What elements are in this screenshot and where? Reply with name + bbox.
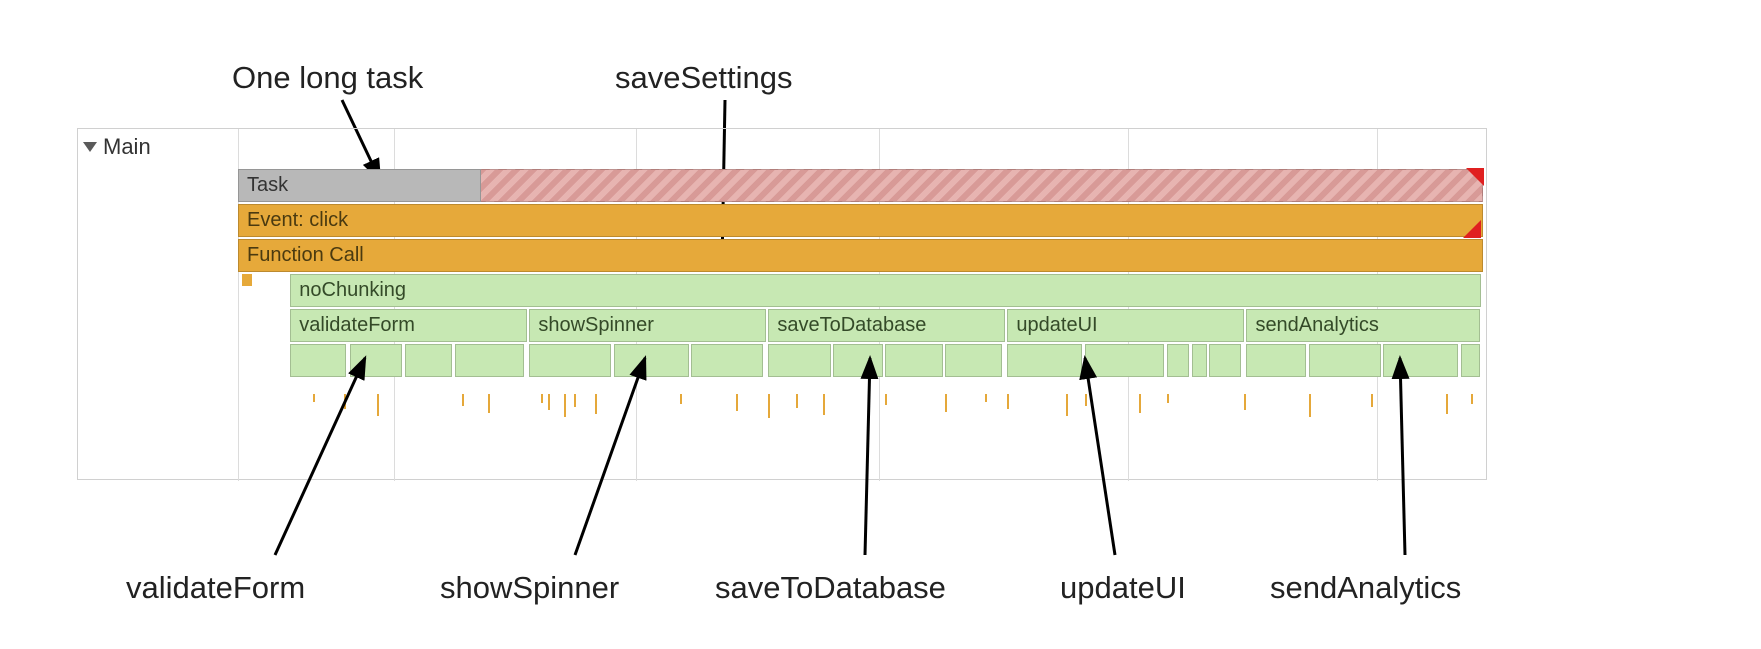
- activity-tick: [595, 394, 597, 414]
- profiler-panel: Main Task Event: click: [77, 128, 1487, 480]
- nochunking-bar[interactable]: noChunking: [290, 274, 1480, 307]
- row-function-call: Function Call: [238, 239, 1483, 272]
- activity-tick: [377, 394, 379, 416]
- annotation-label: updateUI: [1060, 570, 1186, 606]
- activity-tick: [1066, 394, 1068, 416]
- call-label: validateForm: [299, 314, 415, 337]
- activity-tick: [1371, 394, 1373, 407]
- subcall-bar[interactable]: [1246, 344, 1306, 377]
- annotation-label: One long task: [232, 60, 423, 96]
- row-nochunking: noChunking: [238, 274, 1483, 307]
- annotation-label: sendAnalytics: [1270, 570, 1461, 606]
- subcall-bar[interactable]: [1192, 344, 1207, 377]
- panel-title: Main: [103, 134, 151, 160]
- function-call-bar[interactable]: Function Call: [238, 239, 1483, 272]
- subcall-bar[interactable]: [614, 344, 689, 377]
- activity-tick: [488, 394, 490, 413]
- activity-tick: [1139, 394, 1141, 413]
- call-label: sendAnalytics: [1255, 314, 1378, 337]
- subcall-bar[interactable]: [1383, 344, 1458, 377]
- activity-tick: [462, 394, 464, 406]
- call-label: updateUI: [1016, 314, 1097, 337]
- activity-tick: [823, 394, 825, 415]
- event-warning-icon: [1463, 220, 1481, 238]
- call-bar-sendAnalytics[interactable]: sendAnalytics: [1246, 309, 1480, 342]
- call-bar-validateForm[interactable]: validateForm: [290, 309, 527, 342]
- subcall-bar[interactable]: [1209, 344, 1241, 377]
- subcall-bar[interactable]: [1167, 344, 1189, 377]
- subcall-bar[interactable]: [529, 344, 611, 377]
- activity-tick: [548, 394, 550, 410]
- subcall-bar[interactable]: [290, 344, 346, 377]
- subcall-bar[interactable]: [1007, 344, 1082, 377]
- call-bar-saveToDatabase[interactable]: saveToDatabase: [768, 309, 1005, 342]
- annotation-label: saveSettings: [615, 60, 793, 96]
- subcall-bar[interactable]: [405, 344, 452, 377]
- activity-tick: [1007, 394, 1009, 409]
- subcall-bar[interactable]: [1309, 344, 1381, 377]
- activity-tick: [985, 394, 987, 402]
- subcall-bar[interactable]: [455, 344, 525, 377]
- annotation-label: showSpinner: [440, 570, 619, 606]
- call-bar-showSpinner[interactable]: showSpinner: [529, 309, 766, 342]
- call-bar-updateUI[interactable]: updateUI: [1007, 309, 1244, 342]
- activity-tick: [680, 394, 682, 404]
- function-call-label: Function Call: [247, 244, 364, 267]
- activity-tick: [736, 394, 738, 411]
- activity-tick: [344, 394, 346, 409]
- subcall-bar[interactable]: [885, 344, 942, 377]
- call-label: saveToDatabase: [777, 314, 926, 337]
- activity-tick: [313, 394, 315, 402]
- panel-header[interactable]: Main: [83, 134, 151, 160]
- activity-tick: [768, 394, 770, 418]
- subcall-bar[interactable]: [1461, 344, 1481, 377]
- row-calls: validateForm showSpinner saveToDatabase upd…: [238, 309, 1483, 342]
- row-event: Event: click: [238, 204, 1483, 237]
- subcall-bar[interactable]: [350, 344, 402, 377]
- subcall-bar[interactable]: [768, 344, 830, 377]
- subcall-bar[interactable]: [1085, 344, 1165, 377]
- subcall-bar[interactable]: [691, 344, 763, 377]
- flame-chart-diagram: One long task saveSettings Main Task Even…: [20, 20, 1741, 629]
- annotation-label: saveToDatabase: [715, 570, 946, 606]
- activity-tick: [1085, 394, 1087, 406]
- activity-tick: [1309, 394, 1311, 417]
- event-bar[interactable]: Event: click: [238, 204, 1483, 237]
- activity-ticks: [238, 394, 1483, 424]
- event-label: Event: click: [247, 209, 348, 232]
- activity-tick: [1167, 394, 1169, 403]
- row-task: Task: [238, 169, 1483, 202]
- collapse-icon[interactable]: [83, 142, 97, 152]
- call-label: showSpinner: [538, 314, 654, 337]
- activity-tick: [574, 394, 576, 407]
- annotation-label: validateForm: [126, 570, 305, 606]
- subcall-bar[interactable]: [945, 344, 1002, 377]
- activity-tick: [1446, 394, 1448, 414]
- activity-tick: [1244, 394, 1246, 410]
- task-warning-icon: [1466, 168, 1484, 186]
- task-bar[interactable]: Task: [238, 169, 481, 202]
- nochunking-label: noChunking: [299, 279, 406, 302]
- task-label: Task: [247, 174, 288, 197]
- row-subcalls: [238, 344, 1483, 377]
- activity-tick: [945, 394, 947, 412]
- subcall-bar[interactable]: [833, 344, 883, 377]
- activity-tick: [1471, 394, 1473, 404]
- activity-tick: [885, 394, 887, 405]
- flame-tracks: Task Event: click Function Call: [238, 169, 1483, 379]
- activity-tick: [541, 394, 543, 403]
- activity-tick: [564, 394, 566, 417]
- activity-tick: [796, 394, 798, 408]
